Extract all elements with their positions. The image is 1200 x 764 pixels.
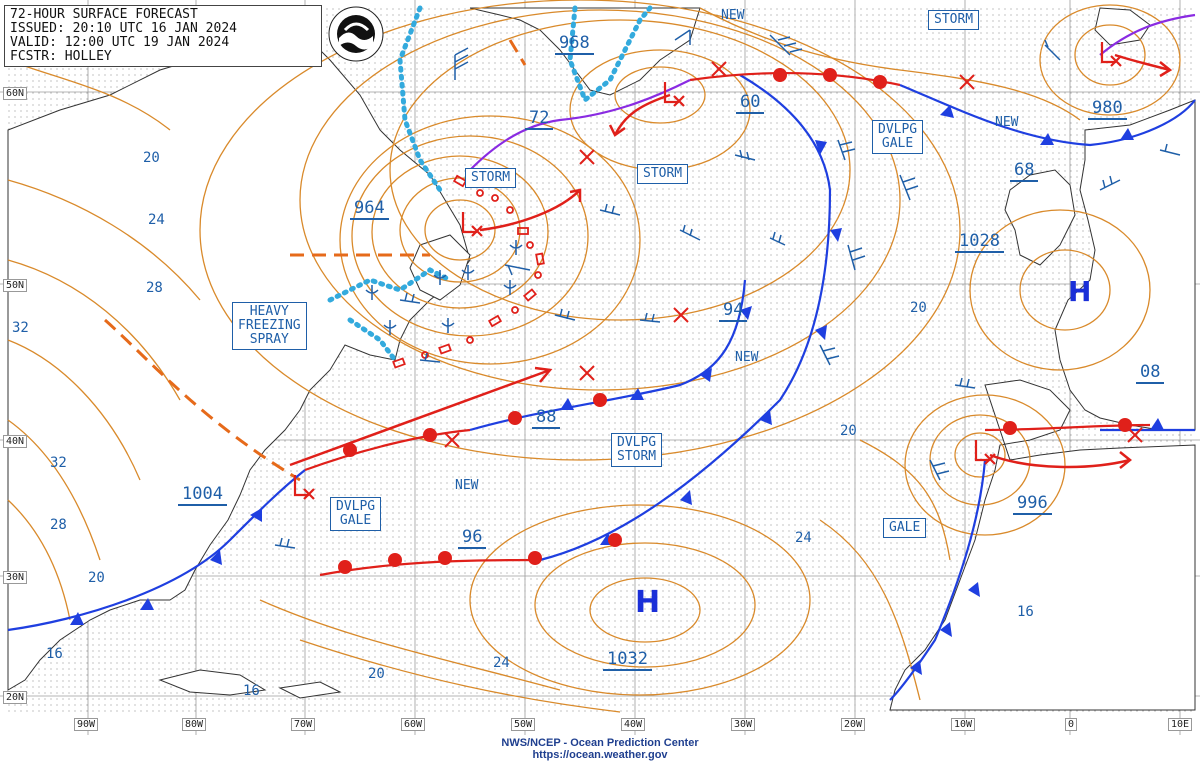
pressure-1008: 08 — [1136, 362, 1165, 384]
forecast-header: 72-HOUR SURFACE FORECAST ISSUED: 20:10 U… — [4, 5, 322, 67]
pressure-968: 968 — [555, 33, 594, 55]
credit-agency: NWS/NCEP - Ocean Prediction Center — [501, 737, 699, 749]
lon-label-20w: 20W — [841, 718, 866, 731]
new-label-mid: NEW — [735, 350, 759, 365]
isobar-label: 16 — [46, 646, 63, 662]
header-issued: ISSUED: 20:10 UTC 16 JAN 2024 — [10, 21, 237, 36]
warning-heavy-freezing-spray: HEAVY FREEZING SPRAY — [232, 302, 307, 350]
warning-storm-mid: STORM — [637, 164, 689, 184]
lon-label-40w: 40W — [621, 718, 646, 731]
pressure-1028: 1028 — [955, 231, 1004, 253]
pressure-964: 964 — [350, 198, 389, 220]
header-valid: VALID: 12:00 UTC 19 JAN 2024 — [10, 35, 230, 50]
new-label-ne: NEW — [995, 115, 1019, 130]
isobar-label: 28 — [146, 280, 163, 296]
lon-label-0: 0 — [1065, 718, 1078, 731]
warning-gale-east: GALE — [883, 518, 927, 538]
lat-label-60n: 60N — [3, 87, 28, 100]
freezing-spray-glyphs — [365, 240, 523, 335]
motion-arrows — [289, 53, 1173, 469]
noaa-logo — [328, 6, 384, 62]
pressure-972: 72 — [525, 108, 554, 130]
header-title: 72-HOUR SURFACE FORECAST — [10, 7, 198, 22]
lon-label-70w: 70W — [291, 718, 316, 731]
warning-storm-ne: STORM — [928, 10, 980, 30]
header-forecaster: FCSTR: HOLLEY — [10, 49, 112, 64]
cuba-coast — [158, 669, 267, 696]
previous-positions — [444, 61, 1143, 448]
cold-front-north — [899, 83, 1196, 147]
isobar-label: 16 — [243, 683, 260, 699]
lat-label-20n: 20N — [3, 691, 28, 704]
credit-url: https://ocean.weather.gov — [532, 749, 668, 761]
pressure-980: 980 — [1088, 98, 1127, 120]
pressure-996-south: 96 — [458, 527, 487, 549]
lon-label-10w: 10W — [951, 718, 976, 731]
pressure-1004: 1004 — [178, 484, 227, 506]
lat-label-30n: 30N — [3, 571, 28, 584]
isobar-label: 16 — [1017, 604, 1034, 620]
warning-dvlpg-storm: DVLPG STORM — [611, 433, 663, 467]
isobar-label: 20 — [143, 150, 160, 166]
fronts — [7, 13, 1196, 701]
cold-front-main — [469, 279, 747, 432]
lon-label-50w: 50W — [511, 718, 536, 731]
isobar-label: 24 — [493, 655, 510, 671]
pressure-988: 88 — [532, 407, 561, 429]
pressure-968-ne: 68 — [1010, 160, 1039, 182]
occluded-front-ne — [1099, 13, 1196, 56]
isobar-label: 32 — [50, 455, 67, 471]
high-pressure-center-mid-atlantic: H — [635, 585, 661, 620]
isobar-label: 28 — [50, 517, 67, 533]
low-centers — [293, 42, 1122, 500]
lon-label-60w: 60W — [401, 718, 426, 731]
cold-front-africa — [889, 459, 987, 701]
british-isles-coast — [1004, 169, 1076, 266]
north-america-coast — [7, 29, 471, 691]
warning-storm-labrador: STORM — [465, 168, 517, 188]
warm-front-pips — [338, 68, 1132, 574]
lat-label-50n: 50N — [3, 279, 28, 292]
lon-label-90w: 90W — [74, 718, 99, 731]
pressure-960: 60 — [736, 92, 765, 114]
new-label-north: NEW — [721, 8, 745, 23]
pressure-994: 94 — [719, 300, 748, 322]
warning-dvlpg-gale-sw: DVLPG GALE — [330, 497, 382, 531]
newfoundland-coast — [409, 234, 471, 301]
freezing-spray-markers — [392, 174, 545, 369]
troughs — [104, 39, 527, 482]
warm-front-sw — [304, 428, 471, 472]
ice-edge — [327, 5, 653, 363]
cold-front-sw — [7, 469, 306, 632]
isobar-label: 32 — [12, 320, 29, 336]
new-label-south: NEW — [455, 478, 479, 493]
high-pressure-center-europe: H — [1068, 275, 1092, 308]
cold-front-lower — [539, 74, 832, 562]
wind-barbs — [274, 29, 1181, 549]
isobar-label: 20 — [840, 423, 857, 439]
occluded-front-north — [469, 79, 691, 171]
pressure-1032: 1032 — [603, 649, 652, 671]
hispaniola-coast — [278, 681, 342, 699]
lon-label-30w: 30W — [731, 718, 756, 731]
lat-label-40n: 40N — [3, 435, 28, 448]
isobar-label: 20 — [910, 300, 927, 316]
isobar-label: 24 — [148, 212, 165, 228]
isobar-label: 20 — [88, 570, 105, 586]
warning-dvlpg-gale-ne: DVLPG GALE — [872, 120, 924, 154]
cold-front-pips — [70, 105, 1164, 675]
lon-label-80w: 80W — [182, 718, 207, 731]
isobar-label: 20 — [368, 666, 385, 682]
pressure-996: 996 — [1013, 493, 1052, 515]
isobar-label: 24 — [795, 530, 812, 546]
lon-label-10e: 10E — [1168, 718, 1193, 731]
